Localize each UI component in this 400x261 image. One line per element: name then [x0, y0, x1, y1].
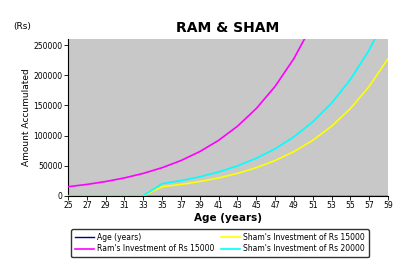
- Legend: Age (years), Ram's Investment of Rs 15000, Sham's Investment of Rs 15000, Sham's: Age (years), Ram's Investment of Rs 1500…: [72, 229, 368, 257]
- Text: (Rs): (Rs): [14, 22, 32, 31]
- Title: RAM & SHAM: RAM & SHAM: [176, 21, 280, 35]
- X-axis label: Age (years): Age (years): [194, 213, 262, 223]
- Y-axis label: Amount Accumulated: Amount Accumulated: [22, 69, 30, 166]
